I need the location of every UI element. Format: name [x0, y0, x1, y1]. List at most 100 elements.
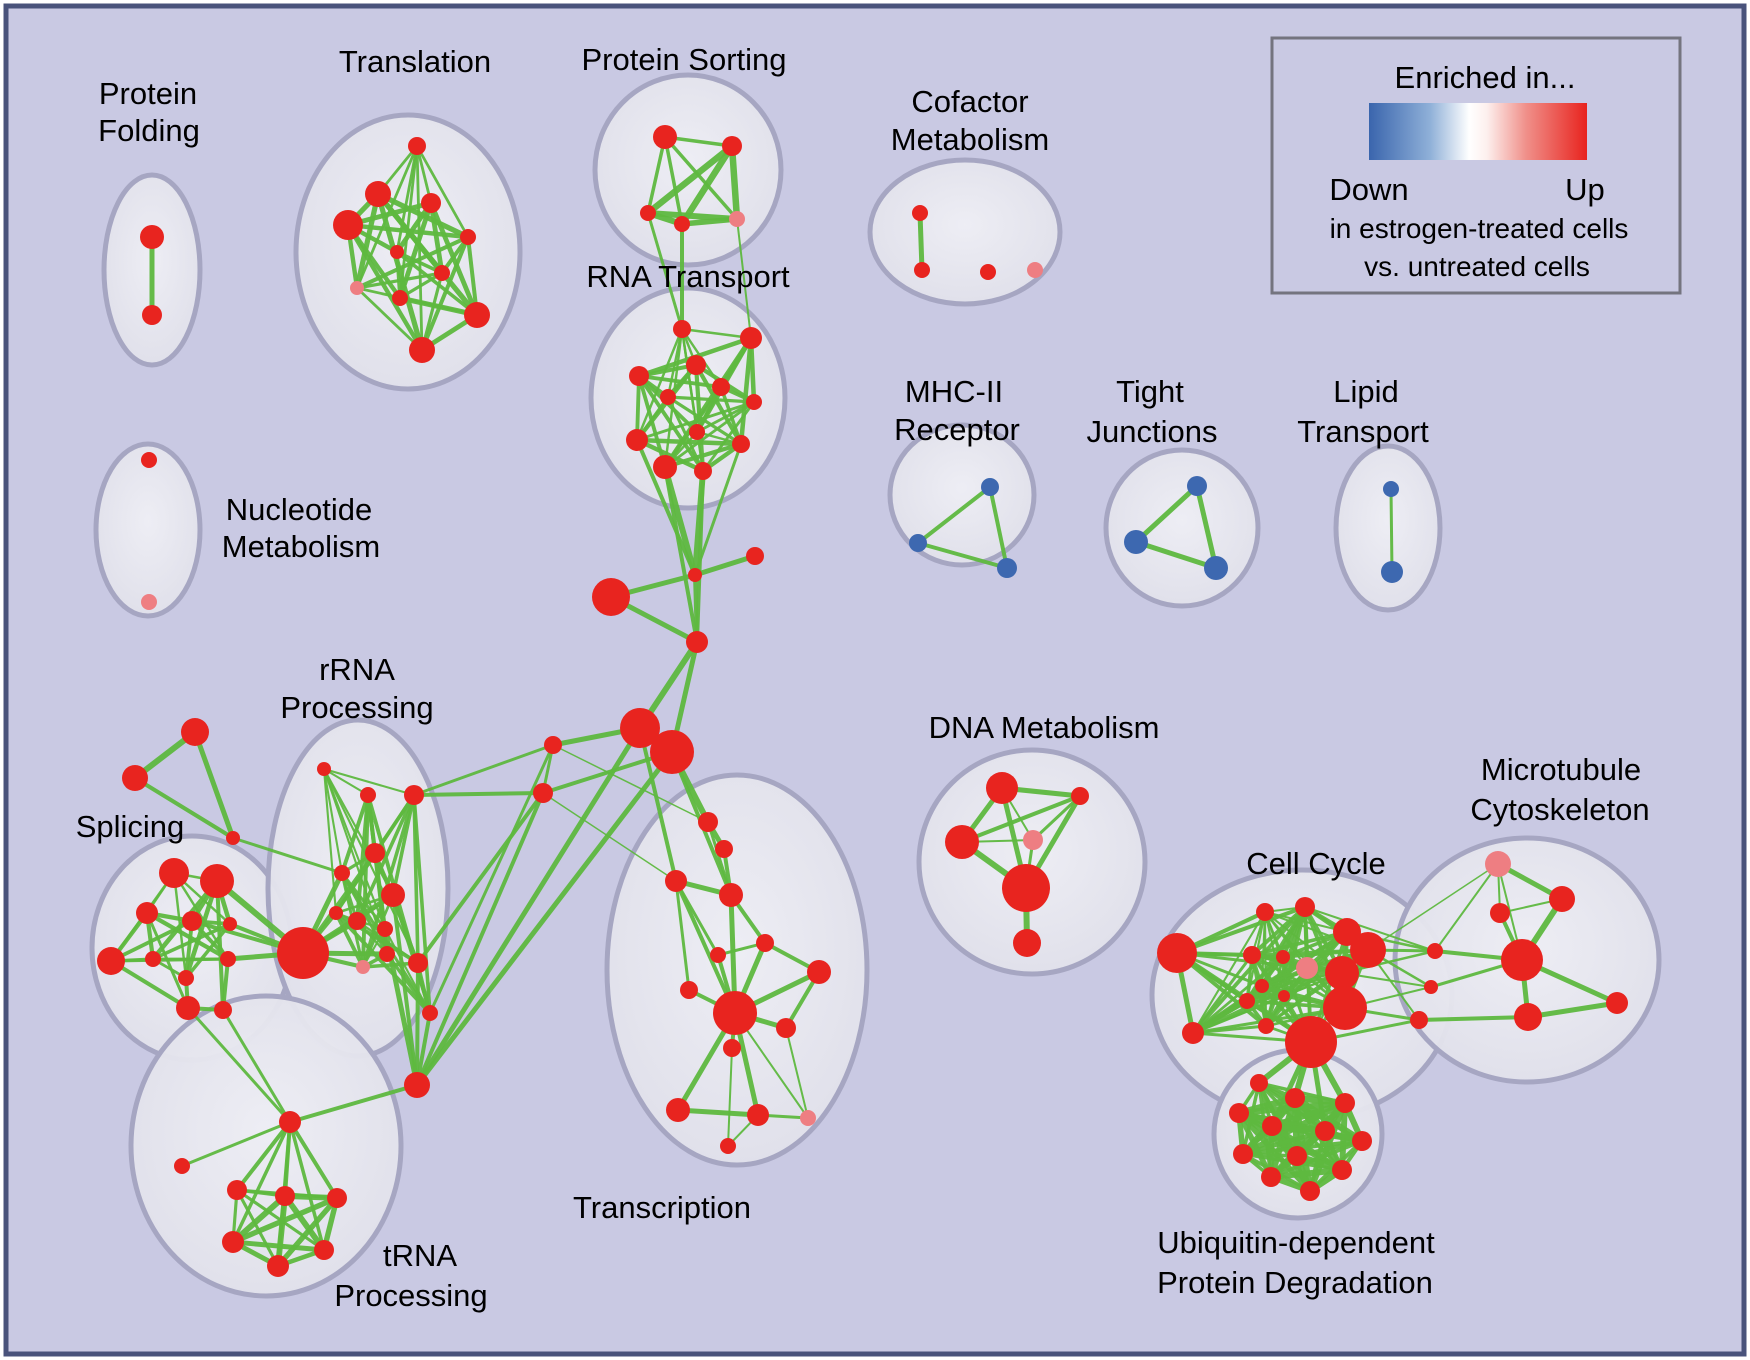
node-r11[interactable]	[379, 946, 395, 962]
node-c13[interactable]	[1258, 1018, 1274, 1034]
node-d3[interactable]	[945, 825, 979, 859]
node-hb[interactable]	[277, 927, 329, 979]
node-r4[interactable]	[365, 843, 385, 863]
node-s3[interactable]	[136, 902, 158, 924]
node-tx12[interactable]	[666, 1098, 690, 1122]
node-m4[interactable]	[1501, 939, 1543, 981]
node-nm2[interactable]	[141, 594, 157, 610]
node-rt12[interactable]	[694, 462, 712, 480]
node-cch[interactable]	[1157, 933, 1197, 973]
node-r12[interactable]	[408, 953, 428, 973]
node-t4[interactable]	[333, 210, 363, 240]
node-rt2[interactable]	[740, 327, 762, 349]
node-ps5[interactable]	[729, 211, 745, 227]
node-trh[interactable]	[279, 1111, 301, 1133]
node-br1[interactable]	[544, 736, 562, 754]
node-u3[interactable]	[1335, 1093, 1355, 1113]
node-tr1[interactable]	[227, 1180, 247, 1200]
node-hp2[interactable]	[650, 730, 694, 774]
node-rt11[interactable]	[653, 455, 677, 479]
node-tx7[interactable]	[807, 960, 831, 984]
node-c12[interactable]	[1182, 1022, 1204, 1044]
node-c11[interactable]	[1278, 990, 1290, 1002]
node-tx5[interactable]	[756, 934, 774, 952]
node-tx10[interactable]	[776, 1018, 796, 1038]
node-m1[interactable]	[1485, 851, 1511, 877]
node-r6[interactable]	[381, 883, 405, 907]
node-c4[interactable]	[1350, 932, 1386, 968]
node-s1[interactable]	[159, 858, 189, 888]
node-ch1[interactable]	[592, 578, 630, 616]
node-u9[interactable]	[1287, 1146, 1307, 1166]
node-c7[interactable]	[1296, 957, 1318, 979]
node-rt5[interactable]	[712, 378, 730, 396]
node-r8[interactable]	[377, 921, 393, 937]
node-tx2[interactable]	[715, 840, 733, 858]
node-nm1[interactable]	[141, 452, 157, 468]
node-ch4[interactable]	[686, 631, 708, 653]
node-u11[interactable]	[1261, 1167, 1281, 1187]
node-u8[interactable]	[1233, 1144, 1253, 1164]
node-tx9[interactable]	[713, 991, 757, 1035]
node-m3[interactable]	[1490, 903, 1510, 923]
node-br2[interactable]	[533, 783, 553, 803]
node-ps4[interactable]	[674, 216, 690, 232]
node-u7[interactable]	[1352, 1131, 1372, 1151]
node-s5[interactable]	[223, 917, 237, 931]
node-tx14[interactable]	[800, 1110, 816, 1126]
node-r13[interactable]	[422, 1005, 438, 1021]
node-rt10[interactable]	[732, 435, 750, 453]
node-c1[interactable]	[1256, 903, 1274, 921]
node-t7[interactable]	[434, 265, 450, 281]
node-r3[interactable]	[404, 785, 424, 805]
node-tj1[interactable]	[1187, 476, 1207, 496]
node-mb1[interactable]	[1427, 943, 1443, 959]
node-tx15[interactable]	[720, 1138, 736, 1154]
node-tx4[interactable]	[719, 883, 743, 907]
node-ps3[interactable]	[640, 205, 656, 221]
node-mh2[interactable]	[909, 534, 927, 552]
node-c14[interactable]	[1285, 1016, 1337, 1068]
node-hp1[interactable]	[620, 708, 660, 748]
node-rt7[interactable]	[746, 394, 762, 410]
node-r5[interactable]	[334, 865, 350, 881]
node-cf2[interactable]	[914, 262, 930, 278]
node-tx6[interactable]	[710, 947, 726, 963]
node-d1[interactable]	[986, 772, 1018, 804]
node-u1[interactable]	[1250, 1074, 1268, 1092]
node-trl[interactable]	[174, 1158, 190, 1174]
node-s7[interactable]	[145, 951, 161, 967]
node-st3[interactable]	[226, 831, 240, 845]
node-lt1[interactable]	[1383, 481, 1399, 497]
node-tx8[interactable]	[680, 981, 698, 999]
node-t1[interactable]	[408, 137, 426, 155]
node-rt4[interactable]	[629, 366, 649, 386]
node-mb3[interactable]	[1410, 1011, 1428, 1029]
node-c2[interactable]	[1295, 897, 1315, 917]
node-s9[interactable]	[220, 951, 236, 967]
node-rt6[interactable]	[660, 389, 676, 405]
node-tr5[interactable]	[314, 1240, 334, 1260]
node-st2[interactable]	[122, 765, 148, 791]
node-cf1[interactable]	[912, 205, 928, 221]
node-tr6[interactable]	[267, 1255, 289, 1277]
node-t9[interactable]	[392, 290, 408, 306]
node-r1[interactable]	[317, 762, 331, 776]
node-s4[interactable]	[182, 911, 202, 931]
node-t11[interactable]	[409, 337, 435, 363]
node-u6[interactable]	[1315, 1121, 1335, 1141]
node-u10[interactable]	[1332, 1160, 1352, 1180]
node-t10[interactable]	[464, 302, 490, 328]
node-m5[interactable]	[1606, 992, 1628, 1014]
node-tr2[interactable]	[275, 1186, 295, 1206]
node-r2[interactable]	[360, 787, 376, 803]
node-tx1[interactable]	[698, 812, 718, 832]
node-st1[interactable]	[181, 718, 209, 746]
node-tx3[interactable]	[665, 870, 687, 892]
node-ps1[interactable]	[653, 125, 677, 149]
node-pf1[interactable]	[140, 225, 164, 249]
node-m6[interactable]	[1514, 1003, 1542, 1031]
node-u5[interactable]	[1262, 1116, 1282, 1136]
node-rb[interactable]	[404, 1072, 430, 1098]
node-tx13[interactable]	[747, 1104, 769, 1126]
